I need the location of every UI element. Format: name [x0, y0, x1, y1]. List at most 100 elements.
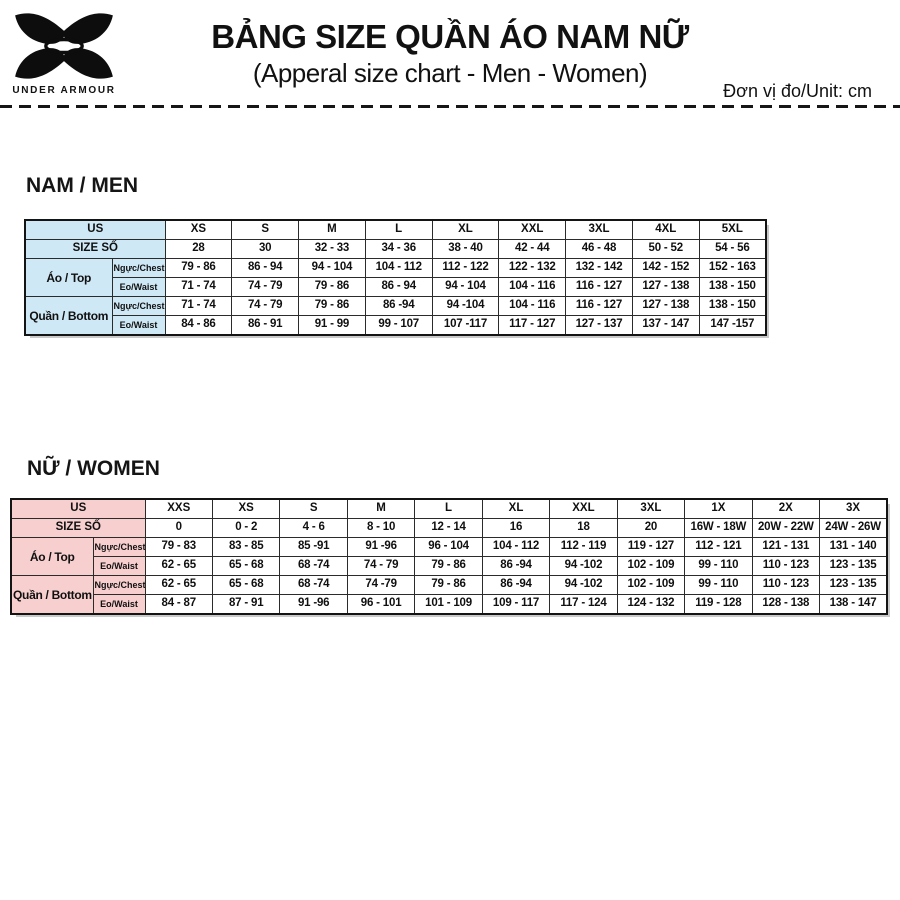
measurement-range-cell: 86 -94 [481, 556, 551, 576]
measurement-range-cell: 86 -94 [364, 296, 433, 316]
size-column-header: L [364, 219, 433, 240]
size-number-cell: 18 [549, 518, 618, 538]
women-section-title: NỮ / WOMEN [27, 457, 160, 480]
size-number-cell: 50 - 52 [631, 239, 700, 259]
measurement-range-cell: 79 - 86 [298, 296, 366, 316]
measurement-range-cell: 79 - 86 [298, 277, 366, 297]
size-column-header: XS [211, 498, 281, 519]
brand-logo: UNDER ARMOUR [10, 12, 118, 96]
measurement-range-cell: 94 - 104 [431, 277, 500, 297]
measurement-range-cell: 84 - 86 [164, 315, 233, 336]
size-number-cell: 46 - 48 [565, 239, 633, 259]
size-number-cell: 38 - 40 [431, 239, 500, 259]
size-number-cell: 16W - 18W [684, 518, 753, 538]
measurement-range-cell: 119 - 127 [616, 537, 686, 557]
measurement-range-cell: 84 - 87 [144, 594, 213, 615]
measurement-range-cell: 117 - 124 [549, 594, 618, 615]
measurement-range-cell: 65 - 68 [211, 575, 281, 595]
size-column-header: M [346, 498, 416, 519]
measurement-range-cell: 91 -96 [279, 594, 348, 615]
measure-label-cell: Ngực/Chest [111, 258, 166, 278]
measurement-range-cell: 99 - 107 [364, 315, 433, 336]
measure-label-cell: Eo/Waist [111, 277, 166, 297]
measurement-range-cell: 138 - 147 [819, 594, 888, 615]
measurement-range-cell: 116 - 127 [565, 296, 633, 316]
size-column-header: 4XL [631, 219, 700, 240]
measurement-range-cell: 68 -74 [279, 556, 348, 576]
measurement-range-cell: 110 - 123 [751, 575, 821, 595]
measurement-range-cell: 94 - 104 [298, 258, 366, 278]
measurement-range-cell: 116 - 127 [565, 277, 633, 297]
measurement-range-cell: 152 - 163 [698, 258, 767, 278]
garment-group-label-cell: Áo / Top [10, 537, 94, 576]
measurement-range-cell: 86 - 94 [231, 258, 300, 278]
measurement-range-cell: 112 - 121 [684, 537, 753, 557]
measurement-range-cell: 104 - 112 [481, 537, 551, 557]
measurement-range-cell: 74 -79 [346, 575, 416, 595]
measurement-range-cell: 71 - 74 [164, 277, 233, 297]
size-number-cell: 20W - 22W [751, 518, 821, 538]
size-column-header: XXS [144, 498, 213, 519]
measure-label-cell: Eo/Waist [92, 556, 146, 576]
size-column-header: XXL [549, 498, 618, 519]
garment-group-label-cell: Quần / Bottom [10, 575, 94, 615]
measurement-range-cell: 138 - 150 [698, 296, 767, 316]
measurement-range-cell: 91 - 99 [298, 315, 366, 336]
size-column-header: XL [431, 219, 500, 240]
measure-label-cell: Ngực/Chest [92, 537, 146, 557]
measurement-range-cell: 68 -74 [279, 575, 348, 595]
measurement-range-cell: 132 - 142 [565, 258, 633, 278]
size-number-label-cell: SIZE SỐ [10, 518, 146, 538]
size-column-header: M [298, 219, 366, 240]
page-subtitle: (Apperal size chart - Men - Women) [252, 57, 648, 88]
garment-group-label-cell: Áo / Top [24, 258, 113, 297]
measurement-range-cell: 104 - 116 [498, 296, 567, 316]
size-number-cell: 24W - 26W [819, 518, 888, 538]
measurement-range-cell: 124 - 132 [616, 594, 686, 615]
size-number-cell: 42 - 44 [498, 239, 567, 259]
size-number-cell: 4 - 6 [279, 518, 348, 538]
measurement-range-cell: 119 - 128 [684, 594, 753, 615]
size-column-header: XS [164, 219, 233, 240]
us-header-cell: US [10, 498, 146, 519]
measurement-range-cell: 96 - 101 [346, 594, 416, 615]
measurement-range-cell: 117 - 127 [498, 315, 567, 336]
measurement-range-cell: 99 - 110 [684, 575, 753, 595]
measurement-range-cell: 79 - 83 [144, 537, 213, 557]
measure-label-cell: Ngực/Chest [111, 296, 166, 316]
measurement-range-cell: 79 - 86 [164, 258, 233, 278]
measurement-range-cell: 128 - 138 [751, 594, 821, 615]
size-column-header: XXL [498, 219, 567, 240]
size-column-header: L [414, 498, 483, 519]
measure-label-cell: Ngực/Chest [92, 575, 146, 595]
measurement-range-cell: 91 -96 [346, 537, 416, 557]
men-section-title: NAM / MEN [26, 174, 138, 197]
measurement-range-cell: 104 - 116 [498, 277, 567, 297]
measurement-range-cell: 142 - 152 [631, 258, 700, 278]
size-column-header: S [231, 219, 300, 240]
measurement-range-cell: 85 -91 [279, 537, 348, 557]
size-number-cell: 0 - 2 [211, 518, 281, 538]
measurement-range-cell: 121 - 131 [751, 537, 821, 557]
measurement-range-cell: 138 - 150 [698, 277, 767, 297]
measurement-range-cell: 86 - 94 [364, 277, 433, 297]
size-number-cell: 8 - 10 [346, 518, 416, 538]
size-number-cell: 12 - 14 [414, 518, 483, 538]
measurement-range-cell: 123 - 135 [819, 556, 888, 576]
dashed-divider [0, 105, 900, 108]
measurement-range-cell: 79 - 86 [414, 556, 483, 576]
measurement-range-cell: 131 - 140 [819, 537, 888, 557]
measurement-range-cell: 74 - 79 [346, 556, 416, 576]
size-column-header: XL [481, 498, 551, 519]
size-number-cell: 16 [481, 518, 551, 538]
measurement-range-cell: 122 - 132 [498, 258, 567, 278]
size-column-header: 5XL [698, 219, 767, 240]
size-number-cell: 28 [164, 239, 233, 259]
measurement-range-cell: 127 - 137 [565, 315, 633, 336]
measurement-range-cell: 147 -157 [698, 315, 767, 336]
measurement-range-cell: 123 - 135 [819, 575, 888, 595]
measurement-range-cell: 107 -117 [431, 315, 500, 336]
measurement-range-cell: 96 - 104 [414, 537, 483, 557]
size-number-cell: 34 - 36 [364, 239, 433, 259]
